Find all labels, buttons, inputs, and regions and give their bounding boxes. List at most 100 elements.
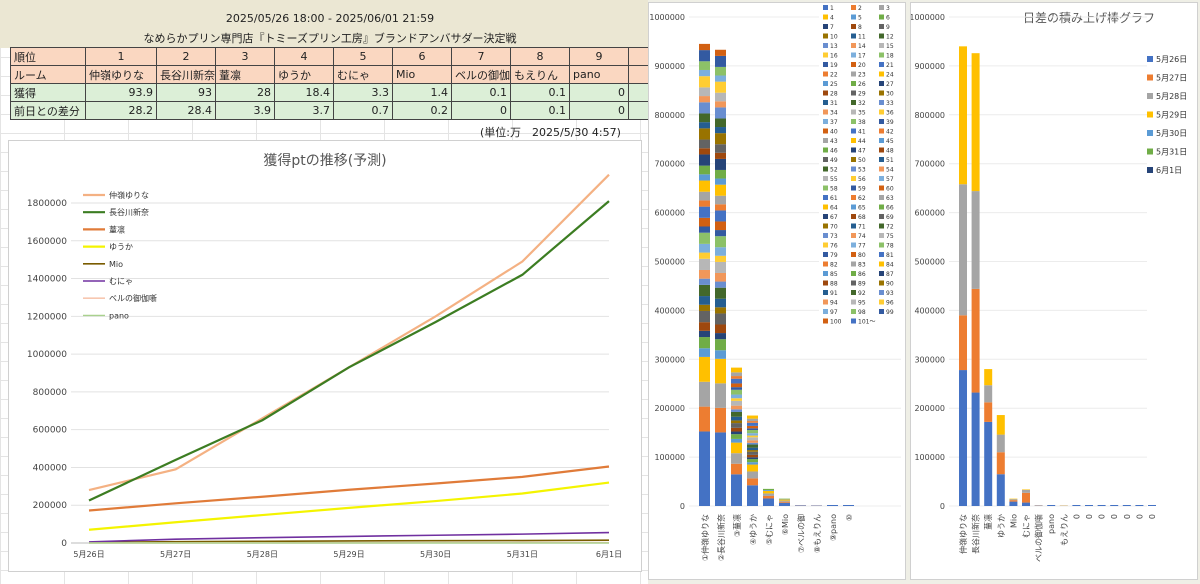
legend-swatch — [879, 233, 884, 238]
y-tick-label: 200000 — [33, 501, 68, 511]
bar-segment — [779, 500, 790, 502]
bar-segment — [1047, 505, 1056, 506]
diff-cell[interactable]: 0.7 — [333, 101, 393, 120]
rank-cell[interactable]: 7 — [451, 47, 511, 66]
room-cell[interactable]: 仲嶺ゆりな — [85, 65, 157, 84]
diff-cell[interactable]: 0 — [569, 101, 629, 120]
legend-label: 99 — [886, 309, 894, 316]
bar-segment — [699, 61, 710, 70]
legend-label: 89 — [858, 281, 866, 288]
diff-cell[interactable]: 28.2 — [85, 101, 157, 120]
room-cell[interactable]: ベルの御伽 — [451, 65, 511, 84]
gain-cell[interactable]: 0.1 — [451, 83, 511, 102]
bar-segment — [971, 53, 980, 192]
row-label-room: ルーム — [10, 65, 86, 84]
legend-swatch — [851, 261, 856, 267]
y-tick-label: 0 — [680, 502, 685, 511]
gain-cell[interactable]: 18.4 — [274, 83, 334, 102]
bar-segment — [1022, 502, 1030, 506]
legend-swatch — [879, 166, 884, 172]
bar-segment — [731, 409, 742, 412]
x-tick-label: もえりん — [1060, 514, 1069, 546]
diff-cell[interactable]: 0.1 — [510, 101, 570, 120]
legend-label: 7 — [830, 24, 834, 31]
bar-segment — [763, 495, 774, 499]
legend-swatch — [1147, 130, 1153, 136]
room-cell[interactable]: 長谷川新奈 — [156, 65, 216, 84]
bar-segment — [747, 435, 758, 438]
legend-label: 78 — [886, 243, 894, 250]
legend-label: 88 — [830, 281, 838, 288]
x-tick-label: 0 — [1135, 514, 1144, 519]
series-line — [88, 531, 610, 543]
legend-swatch — [879, 138, 884, 143]
x-tick-label: 5月29日 — [333, 550, 364, 559]
bar-segment — [731, 400, 742, 406]
gain-cell[interactable]: 1.4 — [392, 83, 452, 102]
diff-cell[interactable]: 3.7 — [274, 101, 334, 120]
gain-cell[interactable]: 28 — [215, 83, 275, 102]
legend-label: 62 — [858, 195, 866, 202]
bar-segment — [699, 43, 710, 51]
bar-segment — [715, 407, 726, 433]
legend-label: 長谷川新奈 — [109, 207, 149, 217]
legend-swatch — [879, 252, 884, 257]
diff-cell[interactable]: 0.2 — [392, 101, 452, 120]
bar-segment — [795, 505, 806, 506]
legend-swatch — [823, 252, 828, 257]
rank-cell[interactable]: 2 — [156, 47, 216, 66]
bar-segment — [715, 92, 726, 102]
legend-label: 36 — [886, 110, 894, 117]
bar-segment — [747, 415, 758, 419]
diff-cell[interactable]: 0 — [451, 101, 511, 120]
rank-cell[interactable]: 1 — [85, 47, 157, 66]
legend-swatch — [879, 90, 884, 96]
line-chart-card[interactable]: 獲得ptの推移(予測) 0 200000 400000 600000 800000 1000… — [8, 140, 642, 572]
stacked-rank-chart-card[interactable]: 0 100000 200000 300000 400000 500000 600000 700… — [648, 2, 906, 580]
legend-swatch — [1147, 148, 1153, 155]
bar-segment — [715, 178, 726, 185]
gain-cell[interactable]: 93 — [156, 83, 216, 102]
bar-segment — [1072, 505, 1081, 506]
rank-cell[interactable]: 5 — [333, 47, 393, 66]
legend-label: 59 — [858, 186, 866, 193]
diff-cell[interactable]: 3.9 — [215, 101, 275, 120]
legend-label: 6月1日 — [1156, 166, 1182, 175]
gain-cell[interactable]: 0 — [569, 83, 629, 102]
legend-swatch — [823, 119, 828, 124]
room-cell[interactable]: もえりん — [510, 65, 570, 84]
room-cell[interactable]: ゆうか — [274, 65, 334, 84]
gain-cell[interactable]: 3.3 — [333, 83, 393, 102]
legend-swatch — [823, 309, 828, 314]
bar-segment — [699, 50, 710, 62]
x-tick-label: pano — [1047, 514, 1056, 534]
bar-segment — [731, 438, 742, 443]
rank-cell[interactable]: 6 — [392, 47, 452, 66]
legend-swatch — [823, 62, 828, 67]
daily-diff-chart-card[interactable]: 日差の積み上げ棒グラフ 0 100000 200000 300000 400000 5000… — [909, 2, 1198, 580]
room-cell[interactable]: 蕫凛 — [215, 65, 275, 84]
rank-cell[interactable]: 3 — [215, 47, 275, 66]
bar-segment — [747, 444, 758, 448]
legend-label: 9 — [886, 24, 890, 31]
room-cell[interactable]: Mio — [392, 65, 452, 84]
bar-segment — [747, 418, 758, 422]
gain-cell[interactable]: 93.9 — [85, 83, 157, 102]
legend-swatch — [823, 195, 828, 200]
rank-cell[interactable]: 8 — [510, 47, 570, 66]
bar-segment — [731, 367, 742, 373]
legend-swatch — [823, 176, 828, 181]
legend-swatch — [851, 233, 856, 238]
legend-label: 45 — [886, 138, 894, 145]
room-cell[interactable]: pano — [569, 65, 629, 84]
bar-segment — [827, 505, 838, 506]
legend-label: 16 — [830, 53, 838, 60]
bar-segment — [1148, 505, 1156, 506]
bar-segment — [747, 451, 758, 455]
gain-cell[interactable]: 0.1 — [510, 83, 570, 102]
rank-cell[interactable]: 9 — [569, 47, 629, 66]
diff-cell[interactable]: 28.4 — [156, 101, 216, 120]
room-cell[interactable]: むにゃ — [333, 65, 393, 84]
rank-cell[interactable]: 4 — [274, 47, 334, 66]
